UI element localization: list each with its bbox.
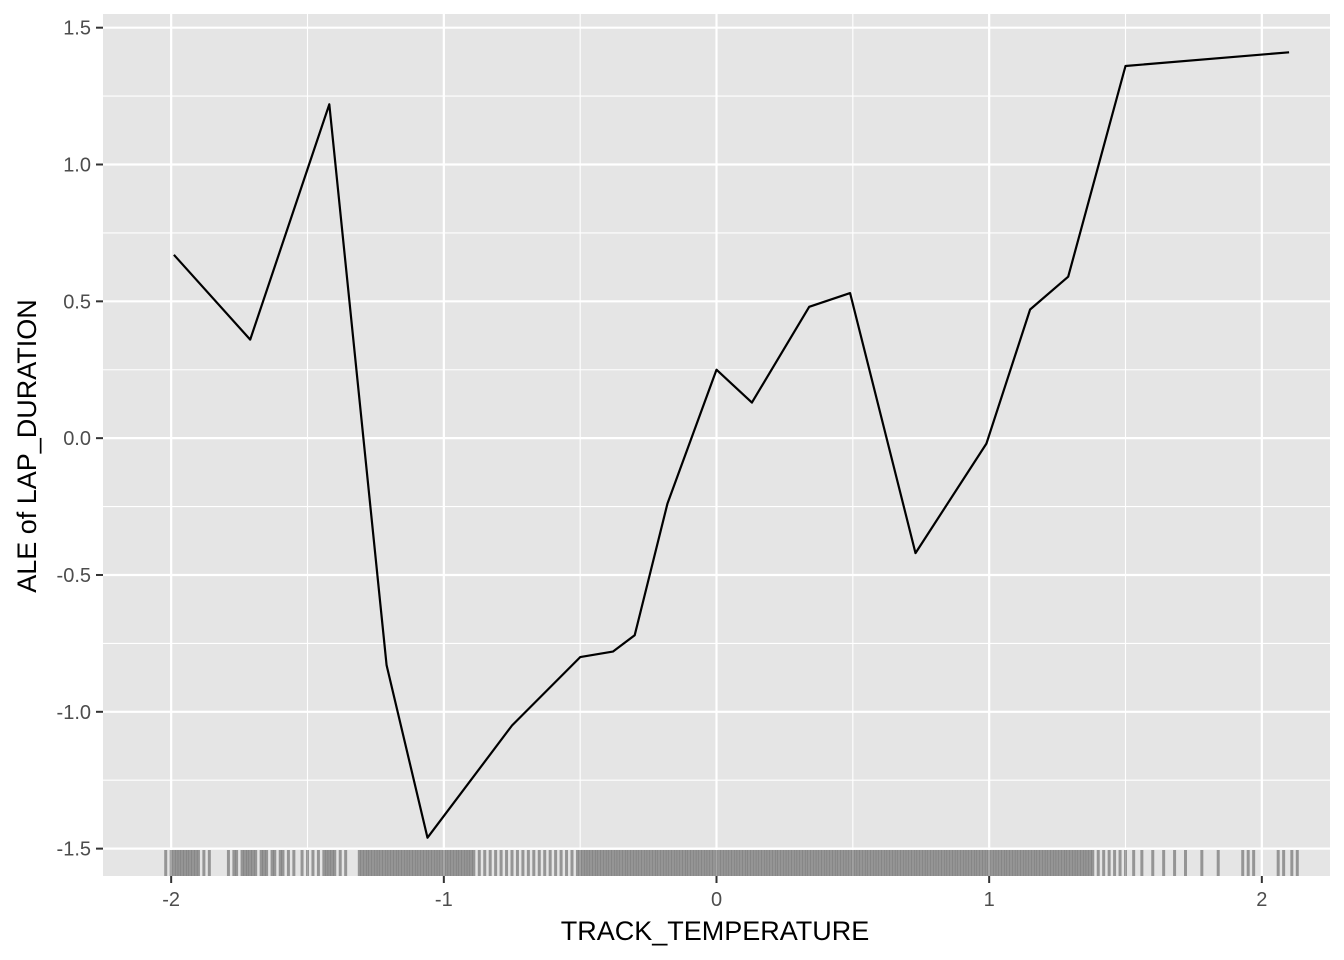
y-axis-ticks: -1.5 -1.0 -0.5 0.0 0.5 1.0 1.5 — [57, 18, 103, 861]
major-gridlines — [103, 14, 1330, 876]
x-axis-title: TRACK_TEMPERATURE — [561, 916, 870, 946]
y-axis-title: ALE of LAP_DURATION — [12, 299, 42, 593]
y-tick-label: -0.5 — [57, 565, 91, 587]
ale-series-line — [173, 51, 1290, 839]
x-tick-label: 1 — [984, 889, 995, 911]
x-tick-label: -1 — [435, 889, 453, 911]
y-tick-label: 0.5 — [63, 291, 91, 313]
x-axis-ticks: -2 -1 0 1 2 — [162, 876, 1267, 911]
y-tick-label: 1.0 — [63, 155, 91, 177]
y-tick-label: 1.5 — [63, 18, 91, 40]
rug-marks — [164, 850, 1299, 876]
y-tick-label: -1.0 — [57, 702, 91, 724]
y-tick-label: -1.5 — [57, 839, 91, 861]
x-tick-label: 0 — [711, 889, 722, 911]
x-tick-label: -2 — [162, 889, 180, 911]
x-tick-label: 2 — [1256, 889, 1267, 911]
y-tick-label: 0.0 — [63, 428, 91, 450]
